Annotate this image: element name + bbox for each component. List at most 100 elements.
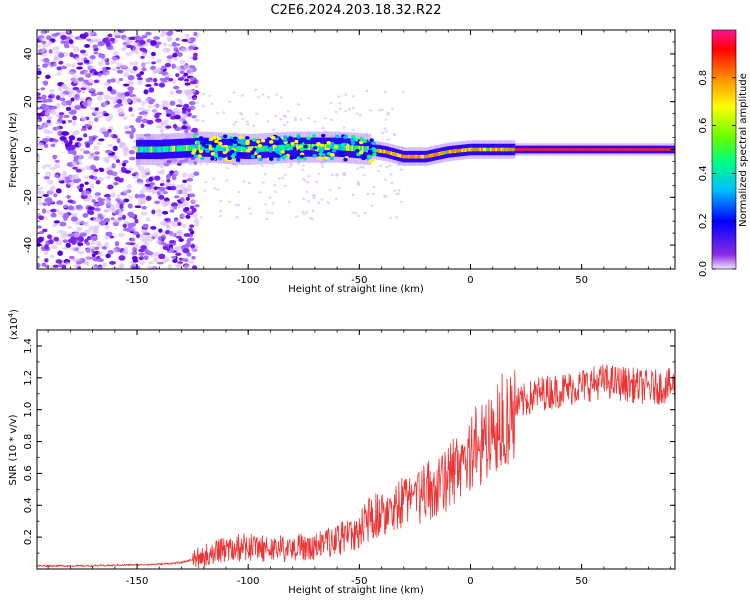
heatmap-cell: [557, 148, 560, 151]
heatmap-cell: [56, 200, 64, 205]
heatmap-cell: [376, 148, 379, 153]
heatmap-cell: [139, 47, 147, 51]
heatmap-cell: [183, 72, 189, 77]
heatmap-cell: [397, 163, 401, 167]
heatmap-cell: [155, 163, 161, 167]
heatmap-cell: [182, 145, 185, 152]
heatmap-cell: [106, 166, 113, 171]
heatmap-cell: [67, 238, 75, 244]
heatmap-cell: [174, 246, 180, 252]
heatmap-cell: [94, 246, 100, 251]
heatmap-cell: [298, 140, 303, 144]
heatmap-cell: [184, 207, 190, 211]
heatmap-cell: [473, 148, 477, 151]
heatmap-cell: [585, 148, 589, 151]
heatmap-cell: [548, 148, 552, 151]
heatmap-cell: [306, 136, 311, 140]
heatmap-cell: [68, 135, 76, 141]
heatmap-cell: [299, 144, 303, 151]
heatmap-cell: [216, 144, 219, 151]
heatmap-cell: [482, 147, 486, 152]
heatmap-cell: [72, 78, 79, 82]
heatmap-cell: [186, 132, 191, 138]
heatmap-cell: [232, 91, 236, 94]
heatmap-cell: [213, 148, 218, 153]
heatmap-cell: [54, 159, 61, 163]
heatmap-cell: [296, 162, 301, 165]
heatmap-cell: [67, 71, 75, 76]
heatmap-cell: [167, 186, 172, 191]
heatmap-cell: [94, 151, 100, 155]
heatmap-cell: [507, 147, 511, 152]
heatmap-cell: [100, 198, 105, 202]
heatmap-cell: [324, 144, 327, 151]
heatmap-cell: [196, 101, 200, 104]
heatmap-cell: [141, 118, 148, 124]
heatmap-cell: [283, 173, 287, 176]
heatmap-cell: [311, 133, 317, 138]
heatmap-cell: [166, 112, 171, 118]
heatmap-cell: [63, 41, 69, 47]
heatmap-cell: [66, 194, 71, 199]
heatmap-cell: [630, 148, 633, 151]
heatmap-cell: [94, 107, 99, 111]
heatmap-cell: [307, 175, 311, 178]
heatmap-cell: [569, 148, 573, 151]
heatmap-cell: [41, 94, 47, 100]
heatmap-cell: [379, 149, 383, 153]
heatmap-cell: [230, 149, 235, 154]
heatmap-cell: [110, 78, 116, 83]
heatmap-cell: [40, 103, 48, 109]
heatmap-cell: [429, 154, 432, 157]
heatmap-cell: [388, 164, 392, 168]
heatmap-cell: [74, 105, 79, 110]
heatmap-cell: [292, 146, 297, 151]
heatmap-cell: [644, 148, 648, 151]
heatmap-cell: [242, 180, 246, 183]
heatmap-cell: [71, 149, 77, 156]
heatmap-cell: [366, 154, 372, 159]
heatmap-cell: [303, 144, 308, 149]
heatmap-cell: [132, 243, 140, 248]
heatmap-cell: [161, 100, 169, 104]
heatmap-cell: [181, 258, 186, 262]
heatmap-cell: [199, 163, 203, 166]
spectrogram-x-ticks: -150 -100 -50 0 50: [47, 30, 671, 286]
heatmap-cell: [197, 154, 202, 158]
heatmap-cell: [553, 148, 557, 151]
heatmap-cell: [214, 139, 219, 144]
heatmap-cell: [61, 264, 67, 269]
heatmap-cell: [46, 116, 53, 120]
heatmap-cell: [212, 187, 216, 190]
heatmap-cell: [331, 148, 337, 153]
heatmap-cell: [177, 98, 182, 103]
heatmap-cell: [372, 185, 376, 189]
heatmap-cell: [176, 263, 182, 268]
heatmap-cell: [193, 219, 200, 224]
heatmap-cell: [188, 193, 196, 198]
heatmap-cell: [635, 148, 639, 151]
heatmap-cell: [365, 146, 368, 153]
heatmap-cell: [140, 55, 145, 59]
heatmap-cell: [127, 223, 133, 227]
heatmap-cell: [124, 91, 131, 97]
heatmap-cell: [172, 123, 178, 129]
heatmap-cell: [95, 179, 101, 185]
heatmap-cell: [112, 135, 118, 139]
heatmap-cell: [194, 204, 200, 208]
heatmap-cell: [523, 148, 527, 151]
heatmap-cell: [39, 125, 47, 130]
heatmap-cell: [298, 160, 302, 163]
heatmap-cell: [173, 57, 178, 62]
heatmap-cell: [136, 146, 139, 153]
heatmap-cell: [649, 148, 653, 151]
heatmap-cell: [317, 172, 321, 176]
heatmap-cell: [123, 189, 129, 194]
heatmap-cell: [128, 106, 133, 112]
heatmap-cell: [306, 116, 311, 120]
heatmap-cell: [188, 45, 195, 50]
heatmap-cell: [159, 220, 166, 226]
heatmap-cell: [183, 233, 191, 237]
heatmap-cell: [107, 154, 113, 159]
